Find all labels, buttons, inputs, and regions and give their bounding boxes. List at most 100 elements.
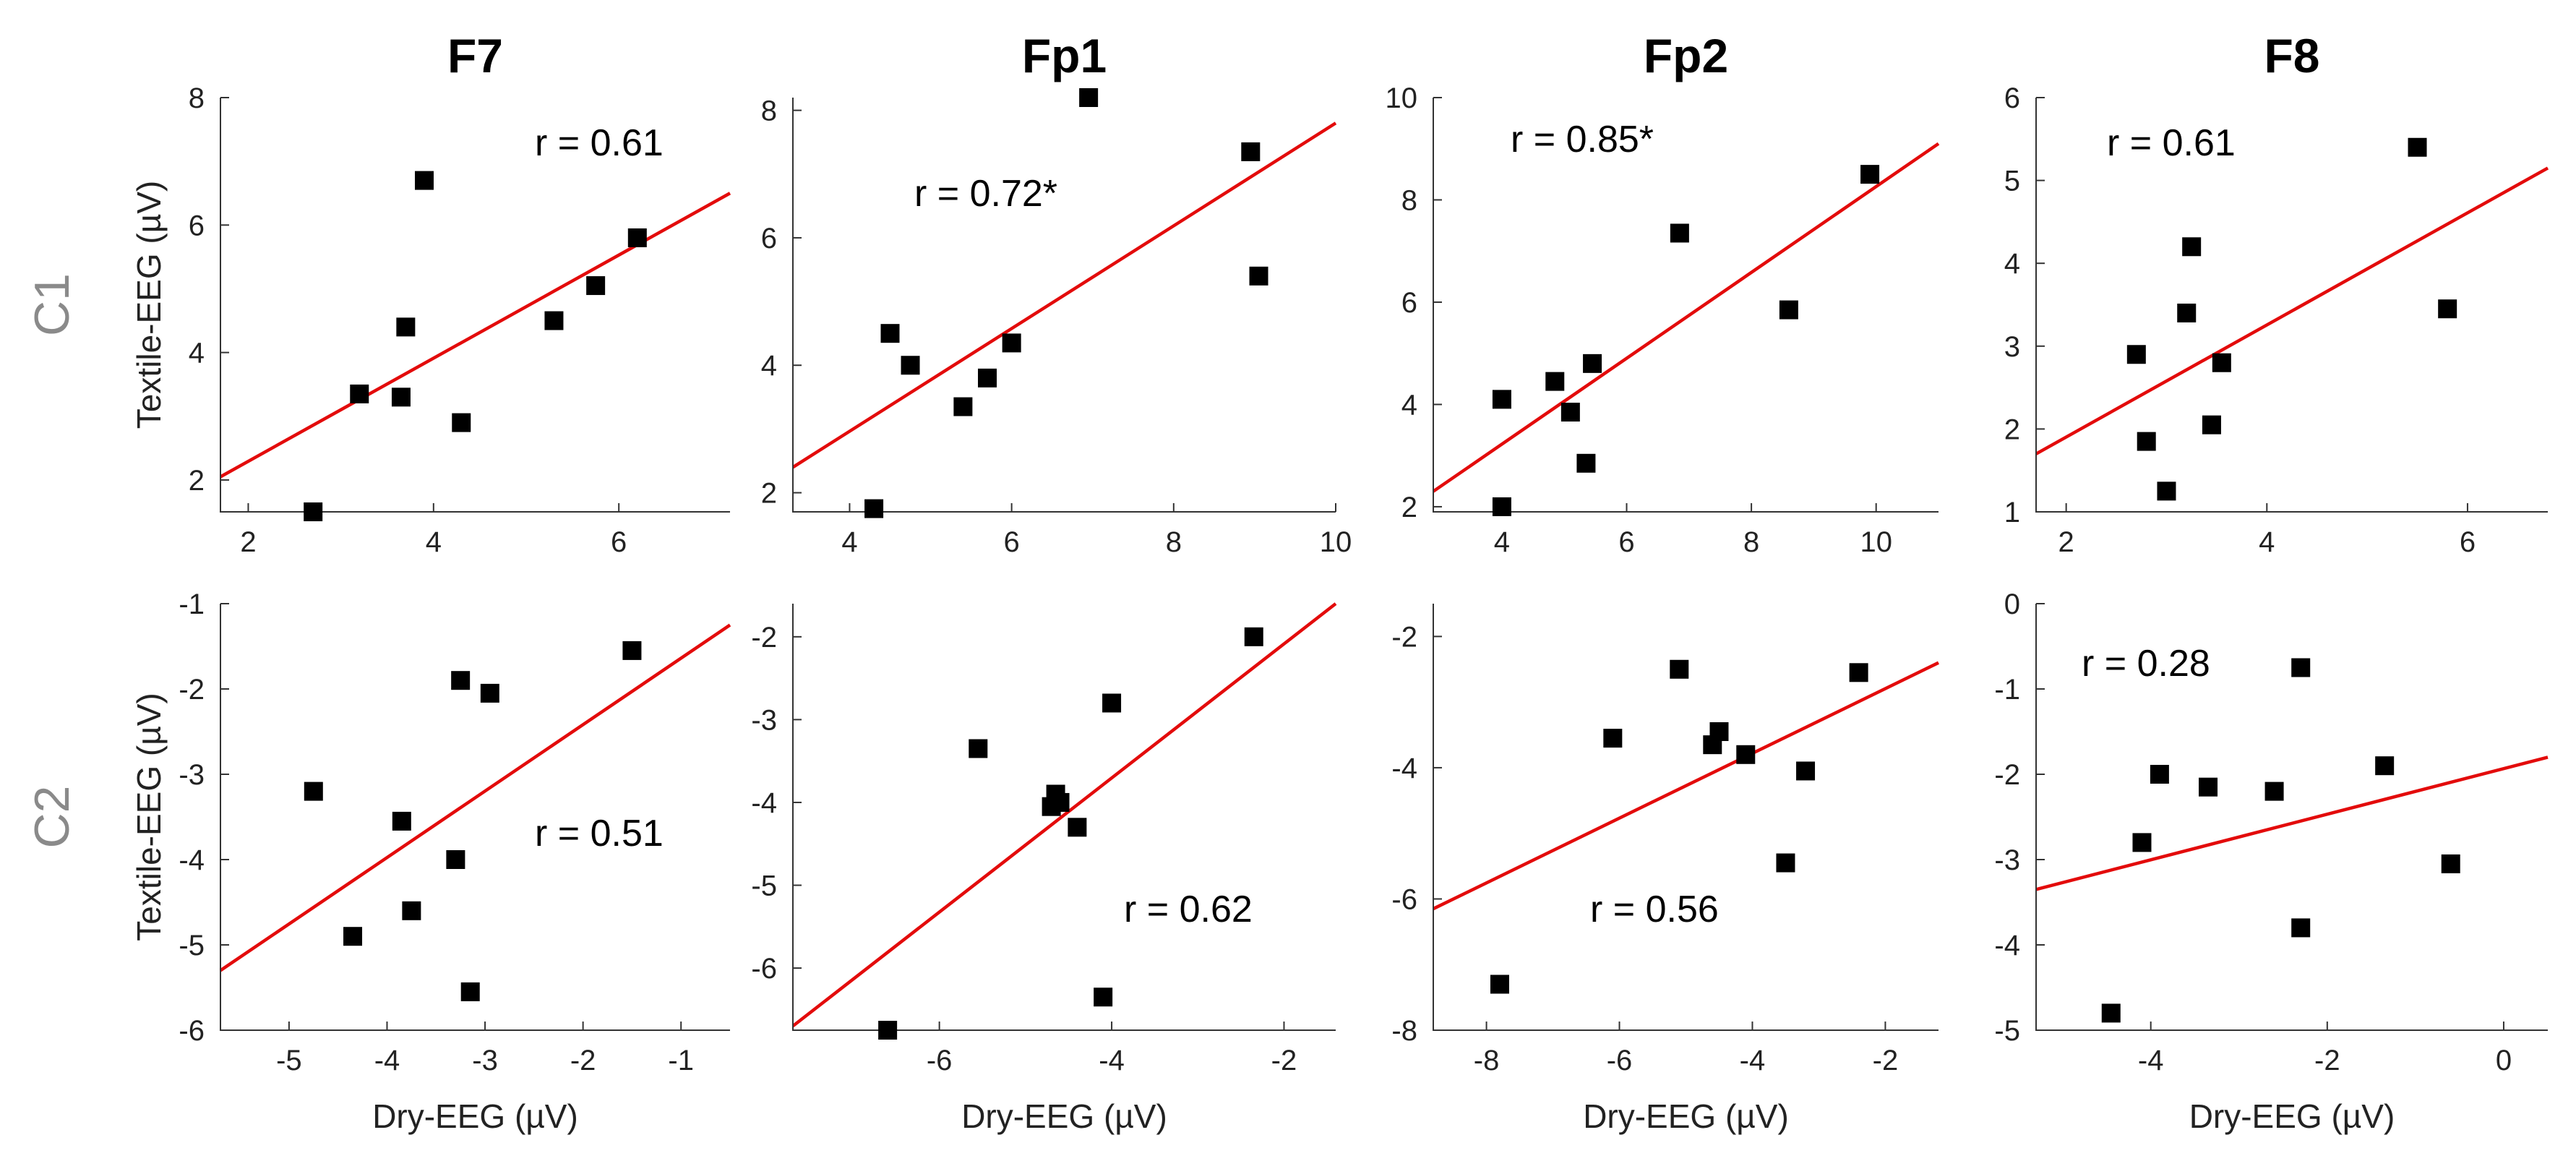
- data-point: [901, 356, 920, 375]
- axes: [220, 98, 730, 513]
- y-tick-label: -2: [179, 674, 205, 706]
- data-point: [2126, 345, 2146, 364]
- data-point: [864, 499, 884, 518]
- data-point: [1560, 403, 1580, 422]
- data-point: [396, 317, 416, 337]
- scatter-panel-1: 2 4 6 8 2 4 6 r = 0.61 F7 Textile-EEG (µV) C1: [25, 29, 731, 558]
- data-point: [1849, 663, 1868, 682]
- y-tick-label: 8: [1401, 184, 1417, 216]
- y-tick-label: 1: [2004, 497, 2020, 528]
- data-point: [1670, 659, 1689, 679]
- data-point: [2438, 299, 2457, 319]
- y-tick-label: 3: [2004, 331, 2020, 363]
- data-point: [2199, 777, 2218, 797]
- data-point: [350, 384, 369, 403]
- data-point: [2441, 854, 2460, 873]
- row-label: C2: [25, 786, 80, 849]
- data-point: [304, 502, 323, 521]
- correlation-label: r = 0.61: [535, 122, 664, 164]
- y-tick-label: -8: [1391, 1015, 1417, 1047]
- x-tick-label: -5: [276, 1045, 302, 1076]
- scatter-panel-5: -6 -5 -4 -3 -2 -1 -5 -4 -3 -2 -1 r = 0.51 Dry-EEG (µ…: [25, 588, 731, 1135]
- data-point: [460, 982, 480, 1001]
- y-tick-label: -2: [751, 622, 777, 654]
- axes: [792, 604, 1336, 1031]
- data-point: [304, 782, 323, 801]
- y-tick-label: -4: [1994, 930, 2020, 962]
- y-tick-label: 8: [189, 82, 205, 114]
- x-tick-label: -2: [1873, 1045, 1899, 1076]
- data-point: [1603, 729, 1623, 748]
- y-tick-label: 5: [2004, 166, 2020, 197]
- scatter-panel-3: 2 4 6 8 10 4 6 8 10 r = 0.85* Fp2: [1386, 29, 1940, 558]
- x-tick-label: -2: [1271, 1045, 1297, 1076]
- x-tick-label: -1: [668, 1045, 694, 1076]
- scatter-panel-8: -5 -4 -3 -2 -1 0 -4 -2 0 r = 0.28 Dry-EEG (µV): [1994, 588, 2549, 1135]
- data-point: [1002, 333, 1021, 353]
- data-point: [452, 413, 471, 432]
- y-tick-label: 4: [2004, 248, 2020, 280]
- correlation-label: r = 0.56: [1590, 888, 1719, 930]
- x-tick-label: 4: [426, 526, 442, 558]
- y-tick-label: 0: [2004, 588, 2020, 620]
- y-tick-label: -4: [179, 844, 205, 876]
- data-point: [1796, 761, 1816, 781]
- data-point: [2150, 765, 2169, 784]
- data-point: [2291, 658, 2311, 677]
- data-point: [2182, 237, 2202, 257]
- data-point: [392, 811, 411, 831]
- data-point: [415, 171, 434, 190]
- scatter-panel-4: 1 2 3 4 5 6 2 4 6 r = 0.61 F8: [2004, 29, 2549, 558]
- axes: [792, 98, 1336, 513]
- x-axis-label: Dry-EEG (µV): [1583, 1097, 1789, 1135]
- data-point: [544, 311, 564, 330]
- y-tick-label: 2: [1401, 492, 1417, 523]
- y-tick-label: -6: [179, 1015, 205, 1047]
- data-point: [1776, 853, 1795, 873]
- scatter-panel-7: -8 -6 -4 -2 -8 -6 -4 -2 r = 0.56 Dry-EEG (µV): [1391, 604, 1939, 1135]
- y-tick-label: 6: [1401, 287, 1417, 319]
- x-tick-label: -8: [1474, 1045, 1500, 1076]
- data-point: [1050, 792, 1070, 812]
- data-point: [2137, 432, 2156, 451]
- y-tick-label: 2: [189, 465, 205, 497]
- x-tick-label: -4: [2138, 1045, 2164, 1076]
- correlation-label: r = 0.28: [2082, 643, 2210, 685]
- x-tick-label: 2: [240, 526, 256, 558]
- x-tick-label: 8: [1743, 526, 1759, 558]
- data-point: [1583, 354, 1602, 373]
- data-point: [2408, 137, 2427, 157]
- x-tick-label: -6: [927, 1045, 953, 1076]
- data-point: [2132, 833, 2152, 852]
- data-point: [1545, 372, 1565, 391]
- data-point: [2375, 756, 2395, 776]
- column-title: F8: [2264, 29, 2319, 82]
- fit-line: [791, 602, 1337, 1028]
- y-tick-label: -5: [1994, 1015, 2020, 1047]
- y-tick-label: -1: [179, 588, 205, 620]
- data-point: [2291, 918, 2311, 938]
- data-point: [391, 387, 411, 407]
- data-point: [1492, 497, 1511, 516]
- x-tick-label: -4: [1740, 1045, 1766, 1076]
- data-point: [880, 324, 900, 343]
- x-tick-label: 0: [2496, 1045, 2512, 1076]
- data-point: [1244, 627, 1263, 646]
- data-point: [586, 276, 606, 296]
- axes: [1433, 98, 1939, 513]
- x-axis-label: Dry-EEG (µV): [2189, 1097, 2395, 1135]
- data-point: [1094, 988, 1113, 1007]
- x-tick-label: 8: [1166, 526, 1182, 558]
- correlation-label: r = 0.61: [2107, 122, 2236, 164]
- x-tick-label: 4: [841, 526, 857, 558]
- y-tick-label: 4: [761, 350, 777, 382]
- data-point: [402, 901, 421, 920]
- x-tick-label: 2: [2058, 526, 2074, 558]
- y-tick-label: 8: [761, 95, 777, 127]
- y-tick-label: -5: [751, 870, 777, 902]
- data-point: [2264, 782, 2284, 801]
- data-point: [878, 1021, 898, 1040]
- y-tick-label: -6: [751, 953, 777, 985]
- data-point: [1102, 693, 1122, 713]
- y-tick-label: -5: [179, 930, 205, 962]
